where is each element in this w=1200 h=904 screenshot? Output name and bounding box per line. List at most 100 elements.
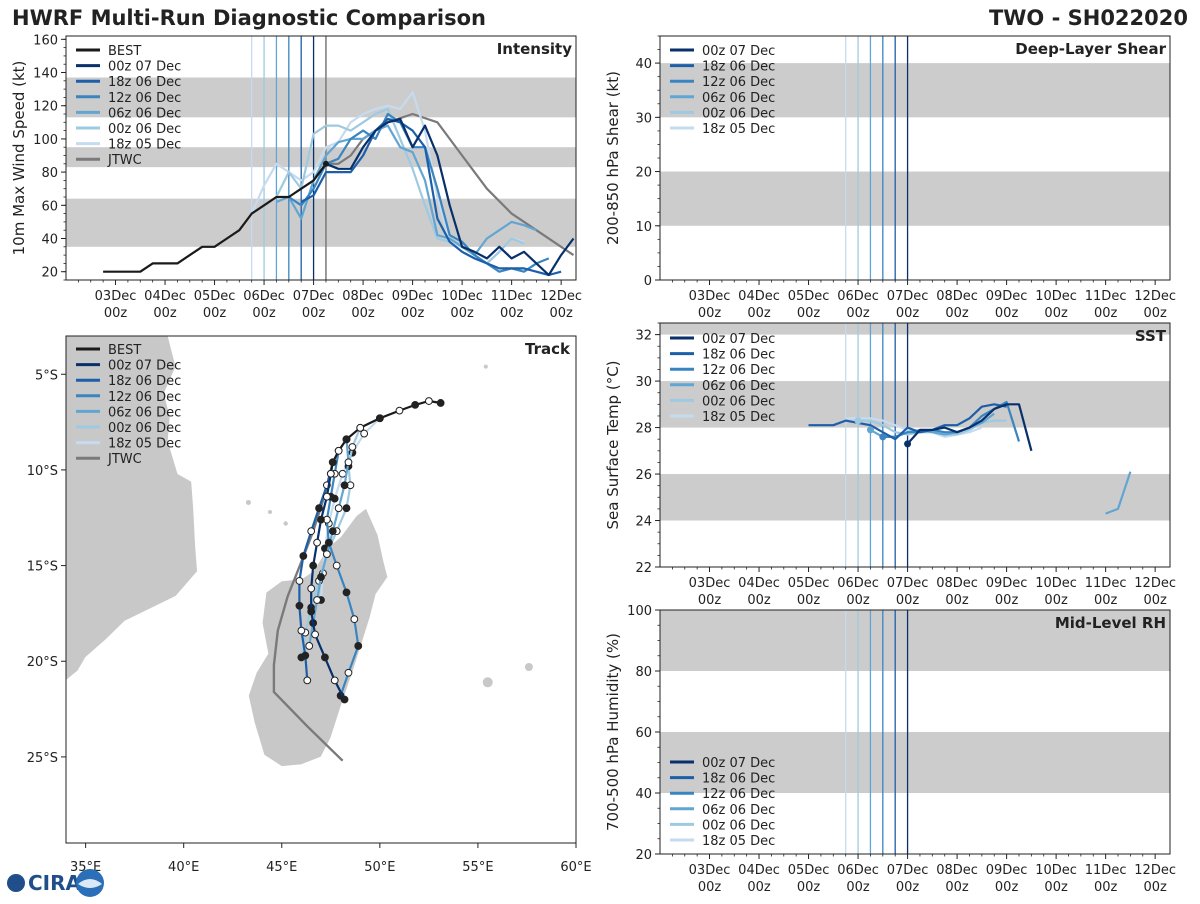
shaded-band-1 — [660, 63, 1170, 118]
y-tick-label-2: 60 — [41, 199, 58, 214]
legend-label-7: JTWC — [107, 452, 142, 467]
y-tick-label-7: 160 — [33, 33, 58, 48]
storm-id: TWO - SH022020 — [989, 6, 1188, 30]
y-tick-label-0: 0 — [644, 274, 652, 289]
x-tick-hour-label: 00z — [1143, 306, 1167, 321]
legend-label-4: 00z 06 Dec — [702, 818, 775, 833]
cira-logo-icon — [7, 874, 25, 892]
cira-logo: CIRA — [7, 869, 104, 897]
series-init-point-0 — [904, 440, 912, 448]
best-track-point-7 — [334, 446, 343, 455]
x-tick-hour-label: 00z — [1143, 880, 1167, 895]
legend-label-5: 00z 06 Dec — [108, 421, 181, 436]
x-tick-hour-label: 00z — [1044, 593, 1068, 608]
x-tick-hour-label: 00z — [1044, 306, 1068, 321]
legend-label-0: 00z 07 Dec — [702, 332, 775, 347]
legend-label-1: 18z 06 Dec — [702, 348, 775, 363]
shaded-band-2 — [66, 77, 576, 118]
x-tick-hour-label: 00z — [1044, 880, 1068, 895]
panel-title: SST — [1135, 327, 1167, 345]
x-tick-hour-label: 00z — [945, 880, 969, 895]
madagascar-land — [248, 507, 389, 767]
x-tick-day-label: 03Dec — [95, 289, 137, 304]
x-tick-hour-label: 00z — [1094, 593, 1118, 608]
y-tick-label-4: 30 — [635, 375, 652, 390]
x-tick-day-label: 05Dec — [194, 289, 236, 304]
x-tick-day-label: 10Dec — [1035, 576, 1077, 591]
series-line-0 — [906, 403, 1033, 452]
y-axis-label: 10m Max Wind Speed (kt) — [10, 61, 28, 256]
legend-label-0: 00z 07 Dec — [702, 756, 775, 771]
series-track-3-point-4 — [328, 527, 337, 536]
island-0 — [482, 677, 493, 688]
y-axis-label: 200-850 hPa Shear (kt) — [604, 71, 622, 245]
x-tick-hour-label: 00z — [797, 880, 821, 895]
best-track-point-3 — [395, 406, 404, 415]
series-track-3-point-9 — [305, 642, 314, 650]
series-track-1-point-5 — [295, 576, 304, 585]
y-tick-label-1: 40 — [41, 233, 58, 248]
y-tick-label-5: 32 — [635, 329, 652, 344]
x-tick-hour-label: 00z — [203, 306, 227, 321]
series-track-1-point-4 — [299, 552, 308, 560]
legend-label-4: 00z 06 Dec — [702, 394, 775, 409]
series-track-0-point-5 — [307, 584, 316, 593]
panel-frame — [65, 35, 577, 281]
legend-label-1: 00z 07 Dec — [108, 359, 181, 374]
best-track-point-6 — [342, 435, 351, 444]
lon-tick-label-3: 50°E — [364, 860, 395, 875]
x-tick-day-label: 11Dec — [1085, 289, 1127, 304]
series-track-0-point-3 — [313, 538, 321, 547]
legend-label-7: JTWC — [107, 153, 142, 168]
x-tick-day-label: 06Dec — [837, 863, 879, 878]
x-tick-day-label: 09Dec — [986, 863, 1028, 878]
legend-label-0: 00z 07 Dec — [702, 44, 775, 59]
shaded-band-0 — [660, 474, 1170, 521]
x-tick-hour-label: 00z — [302, 306, 326, 321]
series-track-0-point-10 — [340, 695, 349, 704]
shaded-band-0 — [660, 732, 1170, 793]
panel-title: Track — [525, 340, 571, 358]
x-tick-day-label: 11Dec — [1085, 863, 1127, 878]
y-tick-label-3: 28 — [635, 422, 652, 437]
y-tick-label-1: 10 — [635, 220, 652, 235]
best-track-point-9 — [326, 469, 335, 478]
series-line-1 — [808, 403, 1007, 441]
series-track-2-point-9 — [344, 668, 353, 677]
rh-panel: 20 40 60 80 100 03Dec 00z 04Dec 00z 05Dec 00z 06Dec… — [604, 604, 1176, 895]
track-panel: 35°E 40°E 45°E 50°E 55°E 60°E5°S10°S15°S20°S2… — [27, 335, 592, 875]
x-tick-day-label: 11Dec — [1085, 576, 1127, 591]
sst-panel: 22 24 26 28 30 32 03Dec 00z 04Dec 00z 05Dec 00z 06De… — [604, 322, 1176, 608]
legend-label-2: 12z 06 Dec — [702, 363, 775, 378]
x-tick-hour-label: 00z — [747, 306, 771, 321]
shaded-band-1 — [660, 381, 1170, 428]
y-tick-label-2: 20 — [635, 166, 652, 181]
series-track-3-point-1 — [344, 458, 353, 467]
x-tick-hour-label: 00z — [995, 880, 1019, 895]
y-tick-label-2: 60 — [635, 726, 652, 741]
x-tick-day-label: 09Dec — [392, 289, 434, 304]
x-tick-day-label: 07Dec — [887, 289, 929, 304]
legend-label-4: 06z 06 Dec — [108, 405, 181, 420]
series-track-1-point-9 — [303, 676, 312, 685]
x-tick-day-label: 05Dec — [788, 863, 830, 878]
x-tick-hour-label: 00z — [846, 306, 870, 321]
x-tick-hour-label: 00z — [153, 306, 177, 321]
x-tick-day-label: 05Dec — [788, 576, 830, 591]
x-tick-hour-label: 00z — [1143, 593, 1167, 608]
shear-panel: 0 10 20 30 40 03Dec 00z 04Dec 00z 05Dec 00z 06Dec 00… — [604, 35, 1176, 321]
lon-tick-label-2: 45°E — [266, 860, 297, 875]
y-tick-label-1: 24 — [635, 515, 652, 530]
legend-label-6: 18z 05 Dec — [108, 138, 181, 153]
series-track-2-point-4 — [324, 538, 333, 547]
plot-area — [660, 610, 1170, 854]
shaded-band-2 — [660, 323, 1170, 335]
x-tick-hour-label: 00z — [896, 880, 920, 895]
x-tick-day-label: 04Dec — [738, 289, 780, 304]
series-track-3-point-5 — [322, 550, 331, 559]
x-tick-day-label: 10Dec — [1035, 289, 1077, 304]
x-tick-day-label: 08Dec — [936, 576, 978, 591]
